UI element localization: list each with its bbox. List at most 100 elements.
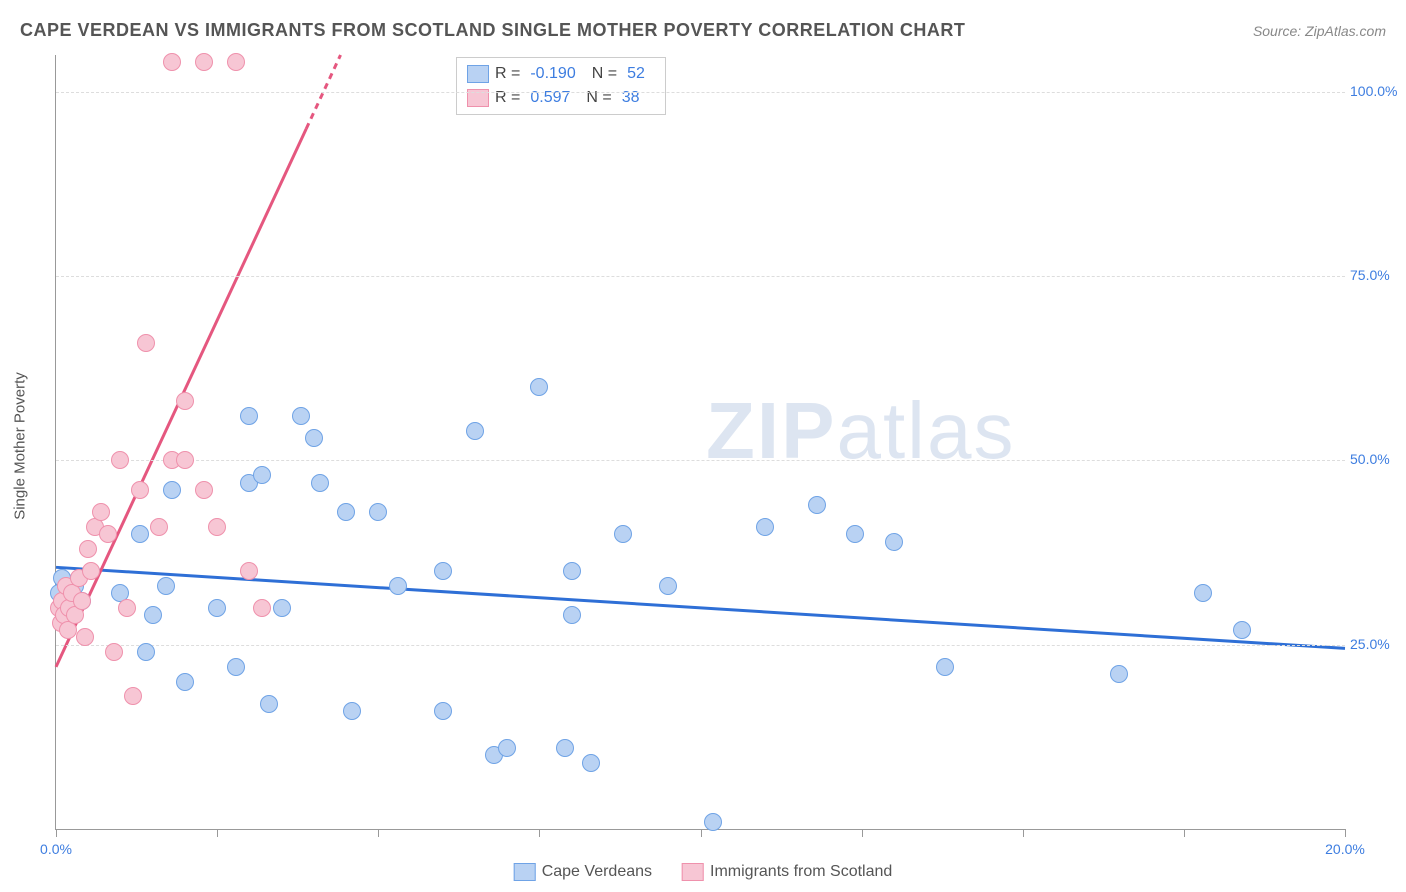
- data-point: [99, 525, 117, 543]
- data-point: [311, 474, 329, 492]
- chart-container: CAPE VERDEAN VS IMMIGRANTS FROM SCOTLAND…: [0, 0, 1406, 892]
- data-point: [131, 481, 149, 499]
- data-point: [150, 518, 168, 536]
- legend-item-2: Immigrants from Scotland: [682, 860, 892, 884]
- source-attribution: Source: ZipAtlas.com: [1253, 23, 1386, 39]
- data-point: [53, 569, 71, 587]
- data-point: [118, 599, 136, 617]
- data-point: [144, 606, 162, 624]
- data-point: [563, 562, 581, 580]
- x-tick: [1023, 829, 1024, 837]
- data-point: [240, 562, 258, 580]
- y-tick-label: 25.0%: [1350, 636, 1405, 652]
- y-axis-label: Single Mother Poverty: [12, 372, 29, 520]
- data-point: [305, 429, 323, 447]
- data-point: [66, 577, 84, 595]
- x-tick: [217, 829, 218, 837]
- swatch-blue: [467, 65, 489, 83]
- data-point: [208, 518, 226, 536]
- gridline-y: [56, 276, 1345, 277]
- data-point: [195, 53, 213, 71]
- data-point: [582, 754, 600, 772]
- data-point: [485, 746, 503, 764]
- data-point: [273, 599, 291, 617]
- data-point: [57, 577, 75, 595]
- data-point: [260, 695, 278, 713]
- data-point: [434, 562, 452, 580]
- data-point: [808, 496, 826, 514]
- data-point: [105, 643, 123, 661]
- data-point: [466, 422, 484, 440]
- data-point: [292, 407, 310, 425]
- trend-lines-layer: [56, 55, 1345, 829]
- data-point: [73, 592, 91, 610]
- x-tick: [1345, 829, 1346, 837]
- y-tick-label: 75.0%: [1350, 267, 1405, 283]
- data-point: [79, 540, 97, 558]
- data-point: [614, 525, 632, 543]
- data-point: [240, 474, 258, 492]
- data-point: [86, 518, 104, 536]
- series-legend: Cape Verdeans Immigrants from Scotland: [514, 860, 893, 884]
- data-point: [885, 533, 903, 551]
- data-point: [76, 628, 94, 646]
- data-point: [563, 606, 581, 624]
- data-point: [60, 599, 78, 617]
- data-point: [59, 621, 77, 639]
- data-point: [163, 481, 181, 499]
- stats-legend: R = -0.190 N = 52 R = 0.597 N = 38: [456, 57, 666, 115]
- data-point: [389, 577, 407, 595]
- x-tick: [378, 829, 379, 837]
- data-point: [253, 466, 271, 484]
- x-tick: [701, 829, 702, 837]
- data-point: [50, 584, 68, 602]
- data-point: [846, 525, 864, 543]
- data-point: [498, 739, 516, 757]
- plot-area: ZIPatlas R = -0.190 N = 52 R = 0.597 N =…: [55, 55, 1345, 830]
- data-point: [137, 334, 155, 352]
- data-point: [157, 577, 175, 595]
- data-point: [337, 503, 355, 521]
- data-point: [227, 53, 245, 71]
- swatch-blue: [514, 863, 536, 881]
- data-point: [659, 577, 677, 595]
- data-point: [530, 378, 548, 396]
- stats-row-1: R = -0.190 N = 52: [467, 62, 655, 86]
- swatch-pink: [682, 863, 704, 881]
- legend-item-1: Cape Verdeans: [514, 860, 652, 884]
- data-point: [73, 592, 91, 610]
- data-point: [556, 739, 574, 757]
- x-tick: [539, 829, 540, 837]
- data-point: [92, 503, 110, 521]
- data-point: [253, 599, 271, 617]
- header: CAPE VERDEAN VS IMMIGRANTS FROM SCOTLAND…: [20, 20, 1386, 41]
- data-point: [66, 606, 84, 624]
- data-point: [163, 53, 181, 71]
- data-point: [63, 584, 81, 602]
- data-point: [60, 599, 78, 617]
- data-point: [936, 658, 954, 676]
- data-point: [52, 614, 70, 632]
- data-point: [240, 407, 258, 425]
- data-point: [137, 643, 155, 661]
- data-point: [176, 392, 194, 410]
- data-point: [1110, 665, 1128, 683]
- data-point: [208, 599, 226, 617]
- x-tick-label: 20.0%: [1325, 841, 1365, 857]
- data-point: [1194, 584, 1212, 602]
- data-point: [70, 569, 88, 587]
- data-point: [1233, 621, 1251, 639]
- gridline-y: [56, 460, 1345, 461]
- data-point: [111, 584, 129, 602]
- data-point: [434, 702, 452, 720]
- x-tick: [56, 829, 57, 837]
- gridline-y: [56, 92, 1345, 93]
- data-point: [50, 599, 68, 617]
- data-point: [53, 592, 71, 610]
- x-tick: [862, 829, 863, 837]
- data-point: [195, 481, 213, 499]
- x-tick: [1184, 829, 1185, 837]
- data-point: [756, 518, 774, 536]
- data-point: [227, 658, 245, 676]
- chart-title: CAPE VERDEAN VS IMMIGRANTS FROM SCOTLAND…: [20, 20, 965, 41]
